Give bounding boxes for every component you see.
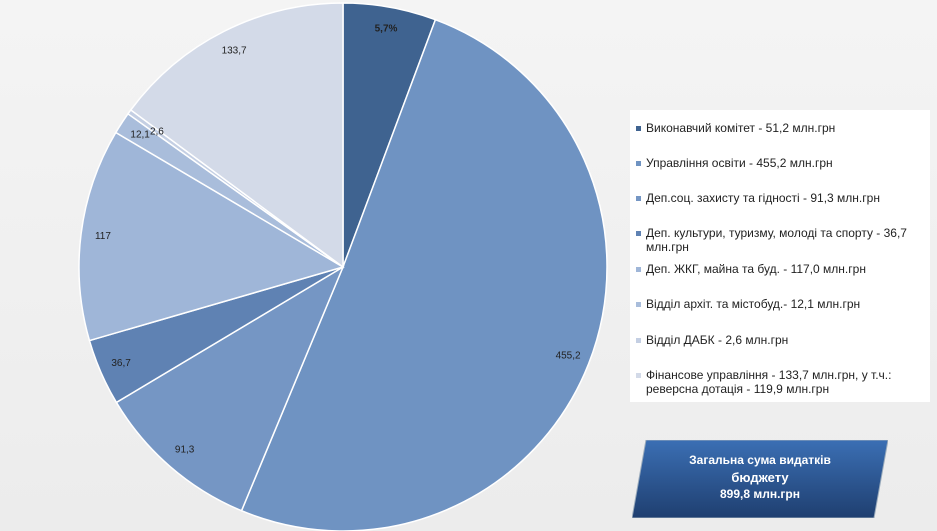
- legend-label: Фінансове управління - 133,7 млн.грн, у …: [646, 368, 892, 396]
- legend-label: Управління освіти - 455,2 млн.грн: [646, 156, 833, 170]
- legend-swatch: [636, 267, 641, 272]
- total-box-shape: [632, 440, 888, 518]
- total-box: Загальна сума видатків бюджету 899,8 млн…: [632, 440, 888, 518]
- legend-swatch: [636, 231, 641, 236]
- total-line: Загальна сума видатків: [689, 453, 831, 467]
- legend-label: Відділ ДАБК - 2,6 млн.грн: [646, 333, 789, 347]
- total-line: бюджету: [731, 470, 789, 485]
- legend-label: Деп. ЖКГ, майна та буд. - 117,0 млн.грн: [646, 262, 866, 276]
- data-label: 133,7: [222, 46, 247, 57]
- legend-swatch: [636, 126, 641, 131]
- legend-entry: Деп. ЖКГ, майна та буд. - 117,0 млн.грн: [636, 262, 926, 276]
- pie-slice: [240, 18, 608, 531]
- legend-label: Виконавчий комітет - 51,2 млн.грн: [646, 121, 836, 135]
- data-label: 455,2: [556, 351, 581, 362]
- legend-entry: Відділ архіт. та містобуд.- 12,1 млн.грн: [636, 297, 926, 311]
- pie-slice: [115, 265, 345, 512]
- legend-label: Відділ архіт. та містобуд.- 12,1 млн.грн: [646, 297, 861, 311]
- data-label: 12,1: [130, 130, 150, 141]
- data-label: 117: [95, 231, 111, 242]
- data-label: 5,7%: [375, 23, 398, 34]
- total-line: 899,8 млн.грн: [719, 487, 801, 501]
- legend-swatch: [636, 161, 641, 166]
- pie-slice: [129, 2, 344, 269]
- legend-entry: Деп.соц. захисту та гідності - 91,3 млн.…: [636, 191, 926, 205]
- data-label: 36,7: [111, 358, 131, 369]
- legend-entry: Фінансове управління - 133,7 млн.грн, у …: [636, 368, 926, 396]
- legend-label: Деп.соц. захисту та гідності - 91,3 млн.…: [646, 191, 880, 205]
- legend-swatch: [636, 302, 641, 307]
- legend: Виконавчий комітет - 51,2 млн.грн Управлі…: [630, 110, 930, 402]
- data-label: 91,3: [175, 445, 195, 456]
- legend-label: Деп. культури, туризму, молоді та спорту…: [646, 226, 907, 254]
- total-box-bg: [632, 440, 888, 518]
- data-label: 2,6: [150, 126, 164, 137]
- legend-entry: Відділ ДАБК - 2,6 млн.грн: [636, 333, 926, 347]
- pie-slice: [78, 131, 345, 342]
- legend-entry: Деп. культури, туризму, молоді та спорту…: [636, 226, 926, 254]
- legend-swatch: [636, 196, 641, 201]
- legend-entry: Виконавчий комітет - 51,2 млн.грн: [636, 121, 926, 135]
- legend-swatch: [636, 373, 641, 378]
- pie-area: 5,7% 455,2 91,3 36,7 117 12,1 2,6 133,7: [78, 2, 608, 531]
- legend-entry: Управління освіти - 455,2 млн.грн: [636, 156, 926, 170]
- legend-swatch: [636, 338, 641, 343]
